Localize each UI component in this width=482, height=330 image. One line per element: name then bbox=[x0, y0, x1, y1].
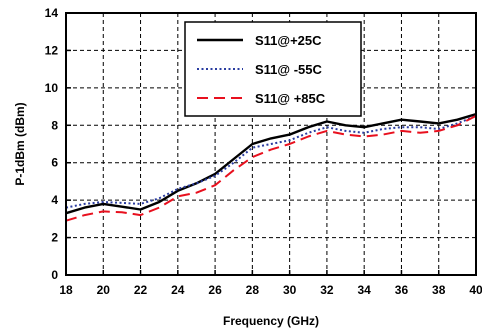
x-tick-label: 18 bbox=[59, 283, 73, 297]
series-line-1 bbox=[66, 116, 476, 208]
y-tick-label: 12 bbox=[45, 43, 59, 57]
x-tick-label: 34 bbox=[358, 283, 372, 297]
x-tick-label: 30 bbox=[283, 283, 297, 297]
x-tick-label: 36 bbox=[395, 283, 409, 297]
legend-label-2: S11@ +85C bbox=[255, 91, 326, 106]
series-line-2 bbox=[66, 116, 476, 221]
x-tick-label: 38 bbox=[432, 283, 446, 297]
x-tick-label: 20 bbox=[97, 283, 111, 297]
x-tick-label: 24 bbox=[171, 283, 185, 297]
y-tick-label: 14 bbox=[45, 6, 59, 20]
y-tick-label: 8 bbox=[51, 118, 58, 132]
y-tick-label: 10 bbox=[45, 81, 59, 95]
x-tick-label: 28 bbox=[246, 283, 260, 297]
x-axis-label: Frequency (GHz) bbox=[223, 314, 319, 328]
legend-label-1: S11@ -55C bbox=[255, 62, 322, 77]
series-lines bbox=[66, 114, 476, 221]
x-tick-label: 32 bbox=[320, 283, 334, 297]
legend: S11@+25C S11@ -55C S11@ +85C bbox=[185, 22, 361, 116]
x-tick-label: 26 bbox=[208, 283, 222, 297]
y-tick-label: 0 bbox=[51, 268, 58, 282]
x-tick-label: 40 bbox=[469, 283, 482, 297]
y-axis-label: P-1dBm (dBm) bbox=[13, 102, 27, 185]
y-tick-label: 6 bbox=[51, 156, 58, 170]
y-tick-label: 2 bbox=[51, 231, 58, 245]
legend-label-0: S11@+25C bbox=[255, 33, 322, 48]
y-tick-label: 4 bbox=[51, 193, 58, 207]
series-line-0 bbox=[66, 114, 476, 213]
x-tick-label: 22 bbox=[134, 283, 148, 297]
